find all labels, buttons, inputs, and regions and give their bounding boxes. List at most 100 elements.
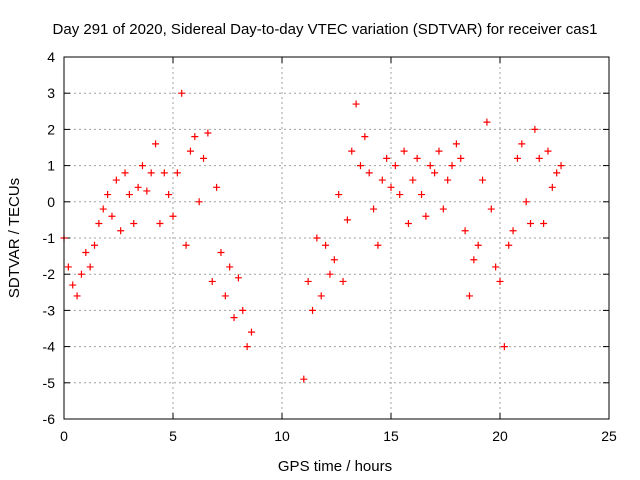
data-point	[505, 241, 513, 249]
y-tick-label: -5	[43, 375, 56, 391]
data-point	[204, 129, 212, 137]
y-tick-label: -6	[43, 411, 56, 427]
y-tick-label: -4	[43, 339, 56, 355]
data-point	[553, 169, 561, 177]
data-point	[387, 183, 395, 191]
data-point	[86, 263, 94, 271]
data-point	[173, 169, 181, 177]
data-point	[548, 183, 556, 191]
data-point	[540, 220, 548, 228]
data-point	[77, 270, 85, 278]
data-point	[483, 118, 491, 126]
data-point	[435, 147, 443, 155]
data-point	[178, 89, 186, 97]
data-point	[461, 227, 469, 235]
data-point	[479, 176, 487, 184]
data-point	[221, 292, 229, 300]
data-point	[374, 241, 382, 249]
data-point	[69, 281, 77, 289]
data-point	[156, 220, 164, 228]
y-tick-label: 3	[47, 85, 55, 101]
x-axis-label: GPS time / hours	[278, 458, 392, 475]
x-tick-label: 20	[492, 428, 508, 444]
x-tick-label: 10	[274, 428, 290, 444]
data-point	[452, 140, 460, 148]
data-point	[422, 212, 430, 220]
data-point	[208, 277, 216, 285]
data-point	[544, 147, 552, 155]
data-point	[73, 292, 81, 300]
grid-layer	[64, 57, 609, 419]
data-point	[391, 162, 399, 170]
data-point	[239, 306, 247, 314]
data-point	[138, 162, 146, 170]
data-point	[339, 277, 347, 285]
x-tick-label: 25	[601, 428, 617, 444]
data-point	[352, 100, 360, 108]
data-point	[378, 176, 386, 184]
data-point	[439, 205, 447, 213]
data-point	[448, 162, 456, 170]
data-point	[186, 147, 194, 155]
data-point	[431, 169, 439, 177]
data-point	[356, 162, 364, 170]
data-point	[527, 220, 535, 228]
data-point	[335, 191, 343, 199]
data-point	[426, 162, 434, 170]
data-point	[496, 277, 504, 285]
data-point	[513, 154, 521, 162]
data-point	[134, 183, 142, 191]
data-point	[326, 270, 334, 278]
data-point	[522, 198, 530, 206]
x-tick-label: 15	[383, 428, 399, 444]
data-point	[160, 169, 168, 177]
data-point	[147, 169, 155, 177]
data-point	[217, 248, 225, 256]
y-tick-label: 1	[47, 158, 55, 174]
y-tick-label: 0	[47, 194, 55, 210]
data-point	[518, 140, 526, 148]
data-point	[404, 220, 412, 228]
data-point	[361, 133, 369, 141]
data-point	[370, 205, 378, 213]
data-point	[234, 274, 242, 282]
y-tick-label: 4	[47, 49, 55, 65]
data-point	[130, 220, 138, 228]
data-point	[125, 191, 133, 199]
data-point	[492, 263, 500, 271]
data-point	[348, 147, 356, 155]
x-tick-label: 0	[60, 428, 68, 444]
data-point	[457, 154, 465, 162]
data-point	[557, 162, 565, 170]
data-point	[309, 306, 317, 314]
data-point	[343, 216, 351, 224]
data-point	[182, 241, 190, 249]
data-point	[418, 191, 426, 199]
data-point	[226, 263, 234, 271]
data-point	[383, 154, 391, 162]
data-point	[500, 343, 508, 351]
data-point	[117, 227, 125, 235]
data-point	[99, 205, 107, 213]
data-point	[304, 277, 312, 285]
data-point	[64, 263, 72, 271]
data-point	[317, 292, 325, 300]
y-tick-label: -3	[43, 302, 56, 318]
data-point	[470, 256, 478, 264]
data-point	[152, 140, 160, 148]
data-point	[165, 191, 173, 199]
data-point	[535, 154, 543, 162]
data-point	[108, 212, 116, 220]
data-point	[112, 176, 120, 184]
data-point	[247, 328, 255, 336]
y-axis-label: SDTVAR / TECUs	[6, 178, 23, 298]
data-point	[200, 154, 208, 162]
plot-frame	[63, 56, 610, 420]
data-point	[91, 241, 99, 249]
data-point	[82, 248, 90, 256]
data-point	[195, 198, 203, 206]
data-point	[474, 241, 482, 249]
data-point	[322, 241, 330, 249]
data-point	[465, 292, 473, 300]
